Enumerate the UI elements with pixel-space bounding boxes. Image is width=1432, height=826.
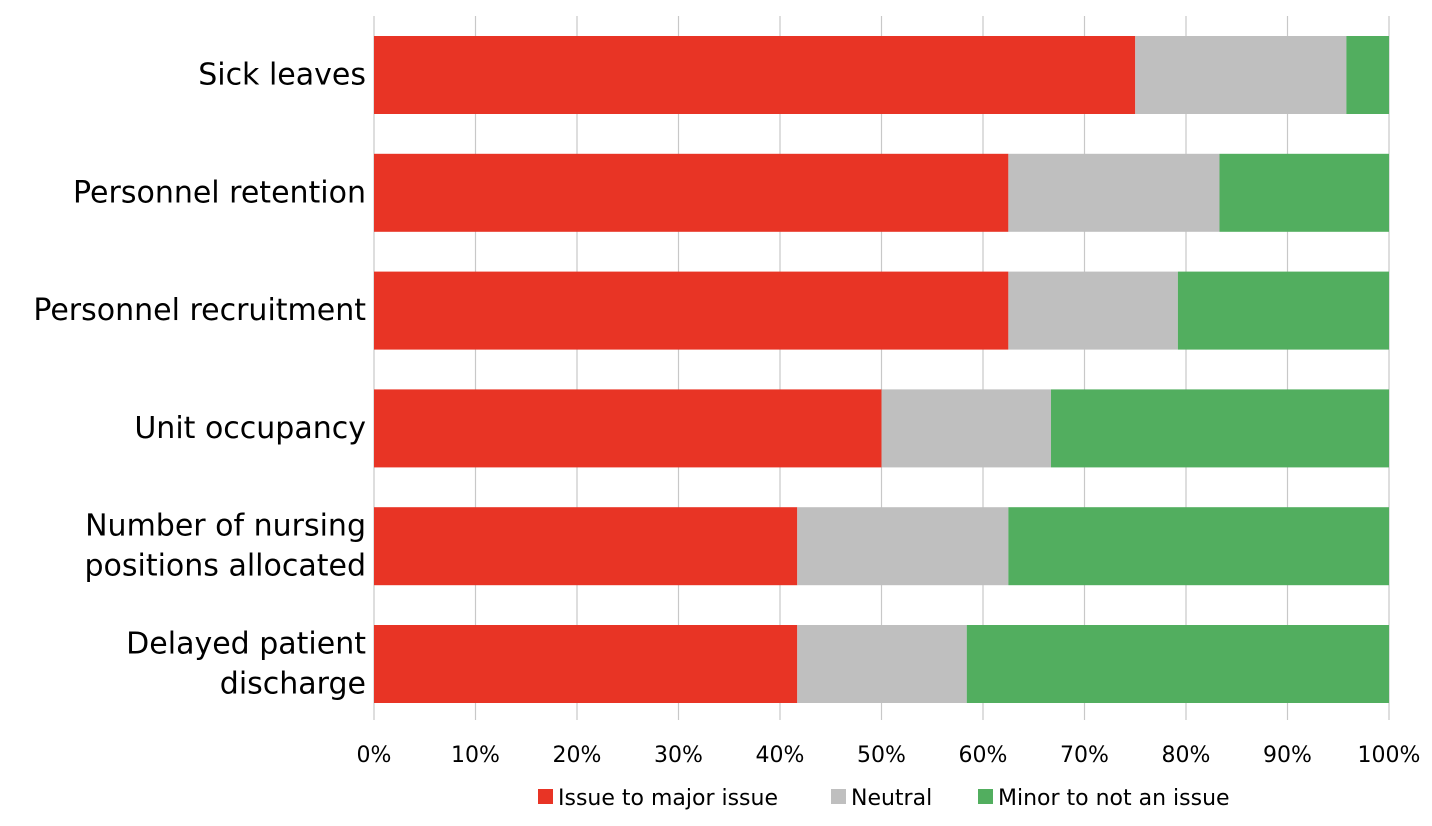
- category-label: Sick leaves: [198, 58, 366, 93]
- category-label-line: discharge: [220, 667, 366, 702]
- bar-neutral-personnel-retention: [1008, 153, 1220, 232]
- category-label-line: Personnel recruitment: [33, 293, 366, 328]
- category-label-line: Personnel retention: [73, 175, 366, 210]
- category-label-line: Delayed patient: [126, 627, 366, 662]
- bar-issue-to-major-issue-unit-occupancy: [374, 389, 882, 468]
- bar-issue-to-major-issue-number-of-nursing-positions-allocated: [374, 507, 798, 586]
- x-tick-label: 80%: [1162, 743, 1211, 768]
- bar-minor-to-not-an-issue-personnel-retention: [1219, 153, 1389, 232]
- category-label-line: positions allocated: [84, 549, 366, 584]
- x-tick-label: 20%: [553, 743, 602, 768]
- legend-swatch-neutral: [831, 789, 846, 804]
- x-tick-label: 30%: [654, 743, 703, 768]
- bar-minor-to-not-an-issue-personnel-recruitment: [1177, 271, 1389, 350]
- legend-label-minor-to-not-an-issue: Minor to not an issue: [998, 786, 1230, 811]
- legend-swatch-minor-to-not-an-issue: [978, 789, 993, 804]
- category-label: Delayed patient discharge: [126, 627, 366, 702]
- bar-neutral-personnel-recruitment: [1008, 271, 1178, 350]
- x-tick-label: 60%: [959, 743, 1008, 768]
- category-label-line: Number of nursing: [85, 509, 366, 544]
- legend: Issue to major issue Neutral Minor to not …: [538, 786, 1230, 811]
- legend-label-issue-to-major-issue: Issue to major issue: [558, 786, 778, 811]
- category-label: Personnel retention: [73, 175, 366, 210]
- legend-swatch-issue-to-major-issue: [538, 789, 553, 804]
- bar-neutral-unit-occupancy: [881, 389, 1052, 468]
- bar-minor-to-not-an-issue-sick-leaves: [1346, 36, 1389, 114]
- bar-issue-to-major-issue-sick-leaves: [374, 36, 1136, 114]
- category-label-line: Unit occupancy: [134, 411, 366, 446]
- bar-issue-to-major-issue-personnel-recruitment: [374, 271, 1009, 350]
- bars: [374, 36, 1389, 703]
- bar-minor-to-not-an-issue-unit-occupancy: [1051, 389, 1389, 468]
- category-label-line: Sick leaves: [198, 58, 366, 93]
- bar-minor-to-not-an-issue-delayed-patient-discharge: [966, 625, 1389, 703]
- category-label: Unit occupancy: [134, 411, 366, 446]
- legend-label-neutral: Neutral: [851, 786, 932, 811]
- x-tick-label: 50%: [857, 743, 906, 768]
- category-label: Number of nursing positions allocated: [84, 509, 366, 584]
- x-tick-label: 100%: [1358, 743, 1421, 768]
- bar-neutral-sick-leaves: [1135, 36, 1347, 114]
- category-label: Personnel recruitment: [33, 293, 366, 328]
- x-tick-label: 70%: [1060, 743, 1109, 768]
- bar-neutral-number-of-nursing-positions-allocated: [797, 507, 1009, 586]
- bar-issue-to-major-issue-delayed-patient-discharge: [374, 625, 798, 703]
- x-tick-labels: 0% 10% 20% 30% 40% 50% 60% 70% 80% 90% 100%: [357, 743, 1421, 768]
- x-tick-label: 0%: [357, 743, 392, 768]
- bar-neutral-delayed-patient-discharge: [797, 625, 967, 703]
- bar-issue-to-major-issue-personnel-retention: [374, 153, 1009, 232]
- category-labels: Sick leaves Personnel retention Personnel …: [33, 58, 366, 702]
- gridlines: [373, 16, 1390, 720]
- bar-minor-to-not-an-issue-number-of-nursing-positions-allocated: [1008, 507, 1389, 586]
- x-tick-label: 10%: [451, 743, 500, 768]
- x-tick-label: 40%: [756, 743, 805, 768]
- x-tick-label: 90%: [1263, 743, 1312, 768]
